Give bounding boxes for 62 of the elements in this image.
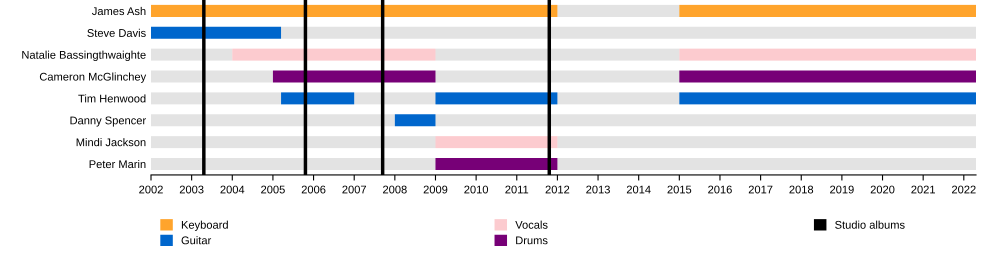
bar [679,92,976,104]
bar [151,92,282,104]
x-tick-label: 2005 [261,186,285,194]
x-tick-label: 2009 [424,186,448,194]
x-tick-label: 2008 [383,186,407,194]
x-tick-label: 2017 [748,186,772,194]
y-tick-label: Peter Marin [90,160,146,168]
x-tick-label: 2022 [952,186,976,194]
bar [151,158,436,170]
bar [151,26,282,39]
bar [151,114,395,126]
bar [151,136,436,148]
legend-label: Keyboard [182,220,228,231]
bar [435,136,558,148]
x-tick-label: 2011 [505,186,528,194]
bar [435,158,558,170]
bar [272,70,436,83]
bar [435,70,680,83]
bar [435,92,558,104]
y-tick-label: Mindi Jackson [76,138,146,146]
x-tick-label: 2003 [180,186,204,194]
legend-label: Guitar [182,236,212,244]
x-tick-label: 2015 [668,186,692,194]
bar [557,136,976,148]
y-tick-label: Cameron McGlinchey [40,72,146,83]
x-tick-label: 2010 [464,186,488,194]
x-tick-label: 2019 [830,186,854,194]
bar [679,4,976,17]
x-tick-label: 2012 [546,186,570,194]
bar [151,48,232,61]
bar [281,92,354,104]
bar [354,92,436,104]
x-tick-label: 2002 [139,186,163,194]
x-tick-label: 2013 [586,186,610,194]
bar [281,26,976,39]
bar [679,48,976,61]
bar [435,114,976,126]
x-tick-label: 2007 [342,186,366,194]
y-tick-label: Steve Davis [87,28,146,37]
x-tick-label: 2021 [911,186,935,194]
bar [679,70,976,83]
bar [394,114,436,126]
bar [557,158,976,170]
x-tick-label: 2004 [220,186,244,194]
y-tick-label: James Ash [92,6,146,16]
bar [151,70,273,83]
x-tick-label: 2014 [626,186,651,194]
x-tick-label: 2016 [708,186,732,194]
x-tick-label: 2020 [870,186,894,194]
bar [232,48,436,61]
bar [435,48,680,61]
x-tick-label: 2006 [302,186,326,194]
y-tick-label: Tim Henwood [78,94,146,103]
bar [557,92,680,104]
legend-label: Studio albums [835,220,905,229]
legend-label: Vocals [515,220,548,229]
y-tick-label: Danny Spencer [70,116,146,127]
legend-label: Drums [516,236,548,244]
x-tick-label: 2018 [789,186,814,194]
y-tick-label: Natalie Bassingthwaighte [22,50,146,61]
bar [557,4,680,17]
bar [151,4,558,17]
